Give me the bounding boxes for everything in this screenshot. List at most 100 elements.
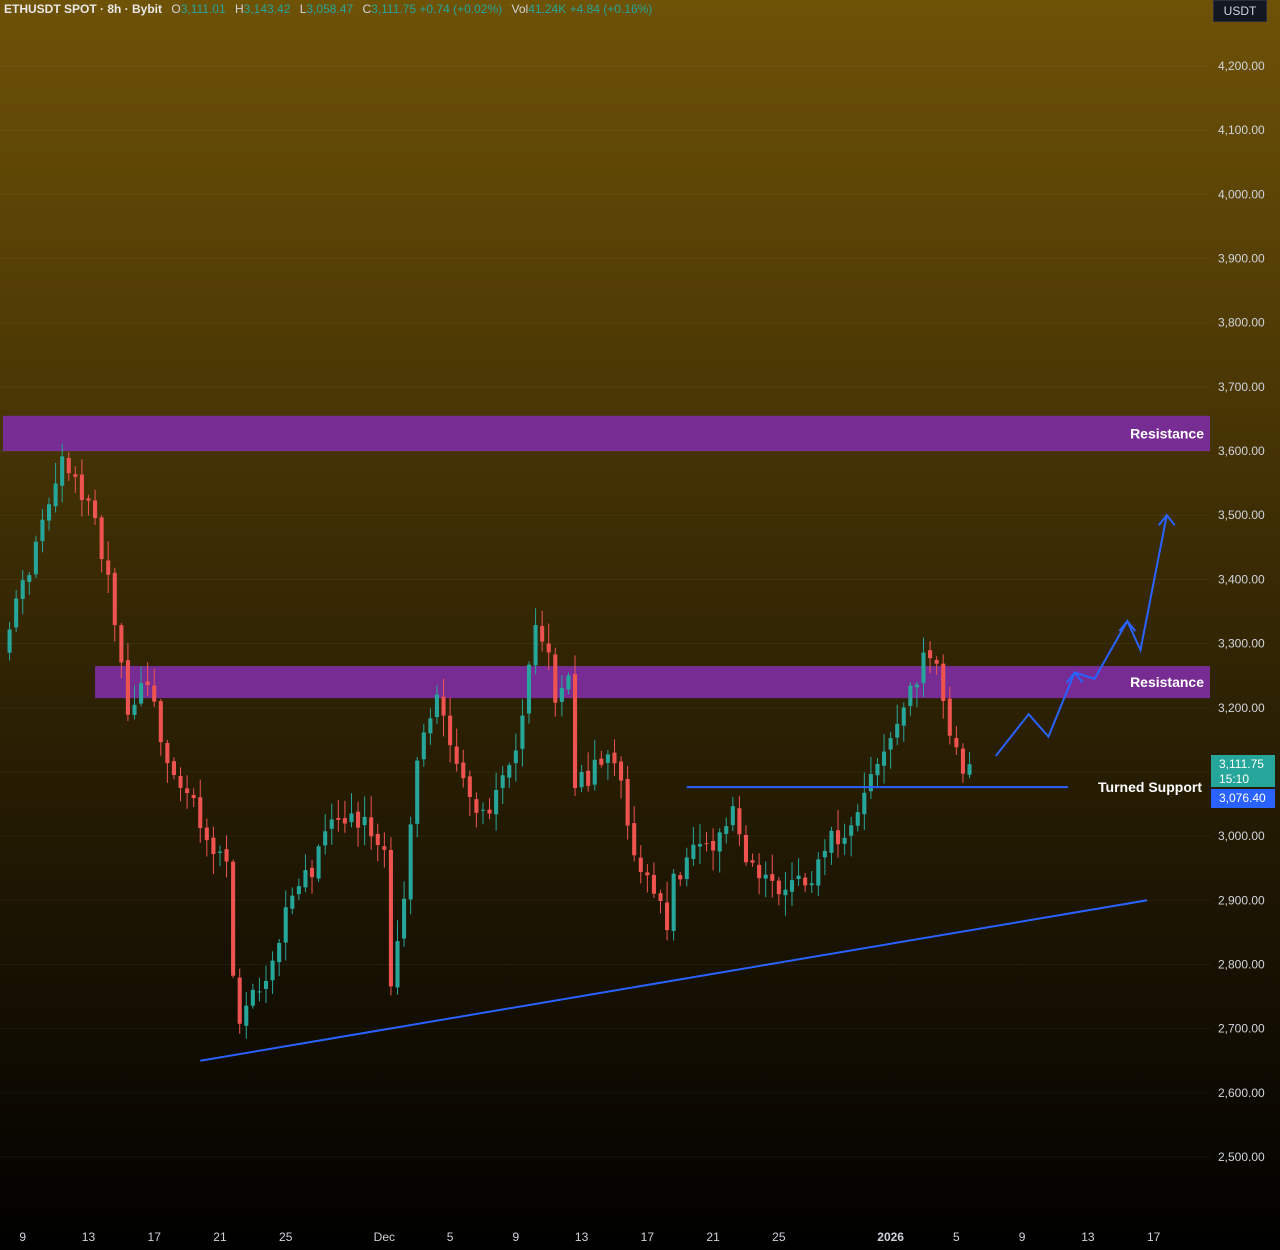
candle-down xyxy=(158,701,163,743)
candle-up xyxy=(533,625,538,666)
candle-down xyxy=(461,762,466,779)
candle-down xyxy=(145,681,150,686)
candle-down xyxy=(743,834,749,863)
candle-down xyxy=(750,860,755,863)
candle-down xyxy=(99,517,104,559)
candle-up xyxy=(809,883,814,886)
candle-down xyxy=(619,761,624,781)
candle-down xyxy=(388,849,393,987)
candle-up xyxy=(559,687,564,702)
symbol-label: ETHUSDT SPOT · 8h · Bybit xyxy=(4,2,163,16)
candle-down xyxy=(665,902,670,931)
resistance-label: Resistance xyxy=(1130,425,1204,441)
candle-up xyxy=(671,873,676,931)
current-price-value: 3,111.75 xyxy=(1219,757,1264,771)
candle-up xyxy=(592,759,597,785)
candle-up xyxy=(520,715,525,749)
time-axis-label: 13 xyxy=(575,1230,589,1244)
price-axis-label: 3,000.00 xyxy=(1218,829,1265,843)
candle-up xyxy=(263,980,269,989)
candle-down xyxy=(66,457,71,474)
high-label: H xyxy=(234,2,244,16)
time-axis-label: 21 xyxy=(706,1230,720,1244)
time-axis-label: 25 xyxy=(279,1230,293,1244)
candle-up xyxy=(500,775,505,788)
open-value: 3,111.01 xyxy=(180,2,226,16)
candle-down xyxy=(835,830,841,845)
candle-up xyxy=(789,880,795,892)
candle-down xyxy=(86,498,91,501)
candle-down xyxy=(651,874,656,894)
candle-down xyxy=(369,817,374,837)
candle-down xyxy=(211,837,216,854)
price-axis-label: 4,200.00 xyxy=(1218,59,1265,73)
candle-down xyxy=(119,625,124,663)
candle-up xyxy=(822,850,827,858)
close-label: C xyxy=(362,2,372,16)
candle-down xyxy=(382,846,387,850)
candle-down xyxy=(171,761,176,775)
candle-up xyxy=(46,504,52,521)
resistance-zones: Resistance Resistance xyxy=(3,415,1210,699)
time-axis-label: 5 xyxy=(953,1230,960,1244)
candle-up xyxy=(290,895,295,909)
candle-up xyxy=(250,989,255,1006)
candle-up xyxy=(494,789,499,815)
time-axis-label: 17 xyxy=(148,1230,162,1244)
candle-down xyxy=(737,808,742,835)
bar-countdown: 15:10 xyxy=(1219,772,1250,786)
candle-down xyxy=(125,660,130,715)
candle-down xyxy=(178,775,183,788)
candle-down xyxy=(599,758,604,765)
candle-down xyxy=(553,654,558,703)
candle-up xyxy=(316,846,321,879)
currency-unit-button[interactable]: USDT xyxy=(1213,0,1267,22)
ascending-trendline xyxy=(200,899,1148,1062)
price-axis-label: 2,700.00 xyxy=(1218,1022,1265,1036)
price-axis-label: 2,800.00 xyxy=(1218,957,1265,971)
time-axis-label: Dec xyxy=(374,1230,395,1244)
candle-up xyxy=(882,751,887,766)
candle-down xyxy=(441,696,446,716)
high-value: 3,143.42 xyxy=(243,2,291,16)
price-axis-label: 4,100.00 xyxy=(1218,123,1265,137)
price-axis-label: 2,500.00 xyxy=(1218,1150,1265,1164)
candle-up xyxy=(868,774,873,792)
candle-down xyxy=(546,643,551,653)
time-axis-label: 13 xyxy=(82,1230,96,1244)
time-axis-label: 17 xyxy=(1147,1230,1161,1244)
price-axis-label: 2,900.00 xyxy=(1218,893,1265,907)
candle-up xyxy=(244,1005,249,1026)
candle-down xyxy=(625,778,630,826)
candle-up xyxy=(862,792,867,815)
candle-up xyxy=(329,819,334,829)
candle-down xyxy=(954,737,959,748)
candle-down xyxy=(770,874,775,881)
candle-down xyxy=(941,663,946,701)
candle-down xyxy=(934,660,939,664)
candle-down xyxy=(112,572,117,626)
candle-up xyxy=(895,723,900,738)
resistance-zone xyxy=(95,666,1210,699)
symbol-legend[interactable]: ETHUSDT SPOT · 8h · Bybit O3,111.01 H3,1… xyxy=(4,2,652,18)
candle-up xyxy=(257,991,262,993)
low-value: 3,058.47 xyxy=(306,2,354,16)
candle-up xyxy=(908,685,913,706)
low-label: L xyxy=(299,2,307,16)
projection-arrowhead xyxy=(1065,670,1084,684)
candle-down xyxy=(185,788,190,794)
candles xyxy=(7,443,972,1039)
candle-down xyxy=(198,797,203,829)
price-axis-label: 3,400.00 xyxy=(1218,572,1265,586)
candle-down xyxy=(165,742,170,764)
time-axis-label: 9 xyxy=(513,1230,520,1244)
candle-up xyxy=(901,707,906,726)
support-price-tag: 3,076.40 xyxy=(1211,789,1275,808)
candle-up xyxy=(428,718,433,734)
price-axis-label: 3,800.00 xyxy=(1218,316,1265,330)
candle-down xyxy=(309,867,315,878)
price-axis-label: 3,900.00 xyxy=(1218,252,1265,266)
volume-value: 41.24K xyxy=(528,2,567,16)
